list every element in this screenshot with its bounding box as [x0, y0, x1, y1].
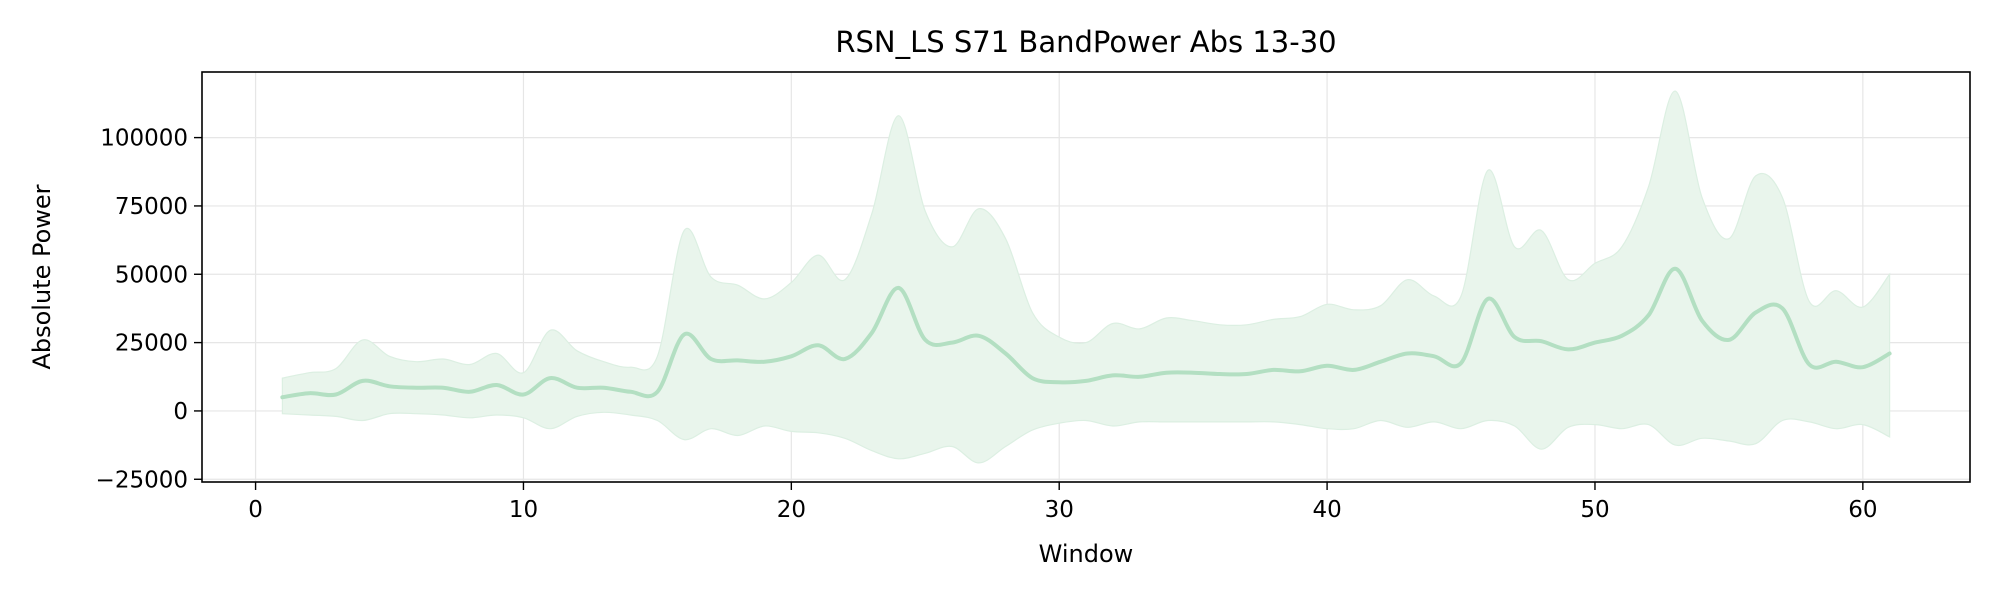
chart-title: RSN_LS S71 BandPower Abs 13-30 [835, 25, 1336, 59]
x-tick-label: 30 [1045, 497, 1074, 523]
y-axis-label: Absolute Power [28, 184, 56, 369]
y-tick-label: 25000 [115, 331, 188, 357]
std-band-area [281, 90, 1891, 464]
mean-line-layer [280, 266, 1892, 400]
axis-ticks: 0 10 20 30 40 50 60 −25000 0 25000 50000 75000 10000… [96, 126, 1878, 523]
y-tick-label: −25000 [96, 467, 188, 493]
y-tick-label: 100000 [100, 126, 188, 152]
x-tick-label: 40 [1312, 497, 1341, 523]
plot-frame [201, 71, 1971, 483]
mean-line [280, 266, 1892, 400]
x-tick-label: 10 [509, 497, 538, 523]
y-tick-label: 50000 [115, 262, 188, 288]
x-axis-label: Window [1039, 540, 1134, 568]
x-tick-label: 20 [777, 497, 806, 523]
y-tick-label: 75000 [115, 194, 188, 220]
x-tick-label: 0 [248, 497, 263, 523]
std-band [281, 90, 1891, 464]
y-tick-label: 0 [173, 399, 188, 425]
x-tick-label: 50 [1580, 497, 1609, 523]
x-tick-label: 60 [1848, 497, 1877, 523]
